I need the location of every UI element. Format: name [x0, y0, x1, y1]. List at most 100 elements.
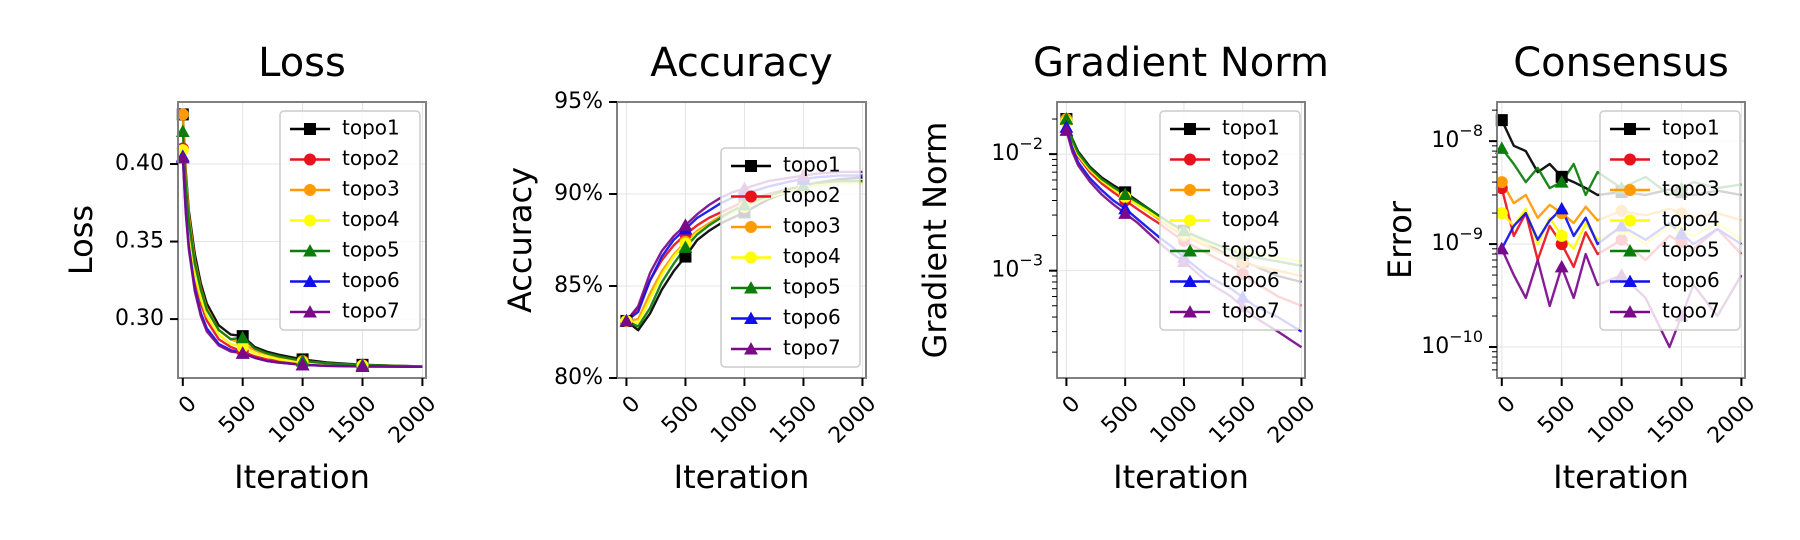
x-tick-label: 2000: [1703, 391, 1760, 448]
data-point-topo7: [235, 346, 250, 359]
legend-label: topo1: [1222, 116, 1280, 140]
data-point-topo7: [619, 314, 634, 327]
legend-marker: [1184, 184, 1196, 196]
y-tick-label: 0.35: [115, 229, 164, 254]
legend-label: topo4: [342, 207, 400, 231]
legend-label: topo2: [783, 183, 841, 207]
legend-label: topo1: [1662, 116, 1720, 140]
legend-item-topo3: topo3: [290, 177, 400, 201]
x-tick-label: 0: [618, 391, 646, 419]
legend-box: [720, 147, 861, 368]
panel-gradient-norm: 0 500 1000 1500 2000 10−3 10−2 Gradient Norm Ite…: [916, 40, 1329, 496]
data-point-topo3: [1495, 176, 1508, 189]
legend-marker: [745, 221, 757, 233]
legend-marker: [303, 305, 317, 318]
legend-item-topo3: topo3: [1610, 177, 1720, 201]
x-axis-label: Iteration: [1553, 458, 1689, 496]
legend-item-topo7: topo7: [290, 299, 400, 323]
legend-label: topo5: [1662, 238, 1720, 262]
x-tick-label: 2000: [824, 391, 881, 448]
x-tick-label: 1000: [1583, 391, 1640, 448]
legend-box: [1599, 110, 1741, 331]
legend-label: topo2: [1222, 146, 1280, 170]
x-axis-label: Iteration: [1113, 458, 1249, 496]
data-point-topo7: [1554, 260, 1569, 273]
x-tick-label: 1500: [765, 391, 822, 448]
legend-item-topo1: topo1: [1170, 116, 1280, 140]
y-tick-label: 10−9: [1431, 224, 1483, 257]
series-line-topo7: [181, 157, 423, 368]
legend-item-topo6: topo6: [290, 268, 400, 292]
legend-item-topo1: topo1: [1610, 116, 1720, 140]
legend-item-topo6: topo6: [1610, 268, 1720, 292]
y-tick-label: 10−2: [991, 134, 1043, 167]
legend-item-topo2: topo2: [1170, 146, 1280, 170]
x-tick-label: 2000: [1263, 391, 1320, 448]
y-tick-label: 10−10: [1421, 327, 1483, 360]
data-point-topo7: [295, 357, 310, 371]
y-tick-label: 80%: [554, 365, 603, 390]
legend-item-topo1: topo1: [290, 116, 400, 140]
legend-marker: [303, 274, 317, 288]
legend-marker: [303, 244, 317, 257]
legend-label: topo1: [342, 116, 400, 140]
y-tick-label: 95%: [554, 89, 603, 114]
legend-item-topo4: topo4: [290, 207, 400, 231]
legend: topo1 topo2 topo3 topo4 topo5 topo6 topo7: [1599, 110, 1741, 331]
legend-item-topo4: topo4: [1170, 207, 1280, 231]
x-tick-label: 500: [214, 391, 261, 438]
plot-frame: [616, 101, 867, 379]
legend-label: topo3: [783, 214, 841, 238]
legend-marker: [1183, 274, 1197, 288]
data-point-topo5: [1059, 112, 1074, 125]
legend-label: topo6: [783, 305, 841, 329]
data-point-topo5: [175, 124, 190, 137]
legend-marker: [304, 214, 316, 227]
y-axis-label: Gradient Norm: [916, 122, 954, 359]
data-point-topo4: [1555, 229, 1568, 242]
legend-label: topo5: [783, 275, 841, 299]
legend-marker: [1624, 214, 1636, 227]
data-point-topo5: [678, 240, 693, 253]
legend-marker: [745, 160, 757, 172]
legend-item-topo6: topo6: [731, 305, 841, 329]
x-tick-label: 1000: [1146, 391, 1203, 448]
legend-label: topo4: [783, 244, 841, 268]
x-tick-label: 1500: [1204, 391, 1261, 448]
legend-marker: [1623, 244, 1637, 257]
x-tick-label: 500: [657, 391, 704, 438]
y-tick-label: 10−3: [991, 250, 1043, 283]
x-axis-label: Iteration: [674, 458, 810, 496]
legend-marker: [745, 251, 757, 264]
data-point-topo7: [355, 359, 370, 373]
y-tick-label: 0.30: [115, 306, 164, 331]
legend-label: topo3: [1222, 177, 1280, 201]
legend-item-topo3: topo3: [1170, 177, 1280, 201]
legend-item-topo7: topo7: [1610, 299, 1720, 323]
data-point-topo5: [1118, 187, 1133, 201]
y-tick-label: 10−8: [1431, 121, 1483, 154]
panel-title: Consensus: [1513, 40, 1729, 86]
legend-item-topo6: topo6: [1170, 268, 1280, 292]
data-point-topo1: [679, 250, 692, 263]
x-tick-label: 0: [1493, 391, 1521, 419]
x-tick-label: 1500: [324, 391, 381, 448]
legend-marker: [304, 184, 316, 196]
data-point-topo7: [1494, 241, 1509, 255]
legend-item-topo2: topo2: [290, 146, 400, 170]
y-axis-label: Error: [1381, 200, 1419, 279]
data-point-topo5: [1494, 141, 1509, 154]
panel-accuracy: 0 500 1000 1500 2000 80% 85% 90% 95% Accuracy Iter…: [501, 40, 881, 496]
legend-label: topo5: [1222, 238, 1280, 262]
legend-item-topo4: topo4: [1610, 207, 1720, 231]
legend-label: topo6: [342, 268, 400, 292]
legend-marker: [1184, 153, 1196, 166]
legend-marker: [1624, 184, 1636, 196]
data-point-topo7: [175, 150, 190, 164]
panel-consensus: 0 500 1000 1500 2000 10−10 10−9 10−8 Consensus It…: [1381, 40, 1760, 496]
data-point-topo4: [1495, 207, 1508, 220]
panel-title: Gradient Norm: [1033, 40, 1329, 86]
x-tick-label: 0: [174, 391, 202, 419]
legend-marker: [1623, 274, 1637, 288]
